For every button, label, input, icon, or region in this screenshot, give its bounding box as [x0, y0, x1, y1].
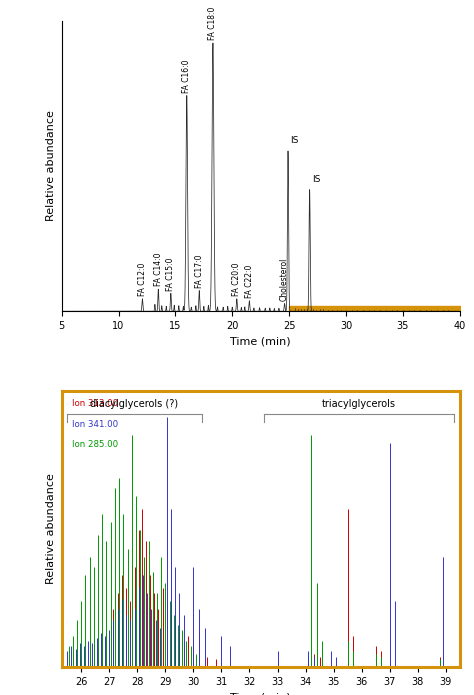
Y-axis label: Relative abundance: Relative abundance: [46, 473, 56, 584]
Text: Ion 341.00: Ion 341.00: [72, 420, 118, 429]
Text: Ion 285.00: Ion 285.00: [72, 441, 118, 450]
Y-axis label: Relative abundance: Relative abundance: [46, 111, 56, 222]
X-axis label: Time (min): Time (min): [230, 336, 291, 347]
Text: FA C15:0: FA C15:0: [166, 257, 175, 291]
Text: IS: IS: [312, 175, 320, 184]
Text: FA C16:0: FA C16:0: [182, 59, 191, 92]
Text: IS: IS: [290, 136, 299, 145]
Text: FA C22:0: FA C22:0: [245, 265, 254, 298]
Text: Ion 313.00: Ion 313.00: [72, 399, 118, 408]
Text: FA C17:0: FA C17:0: [195, 254, 204, 288]
Text: Cholesterol: Cholesterol: [280, 257, 289, 301]
Text: diacylglycerols (?): diacylglycerols (?): [91, 399, 179, 409]
Text: FA C12:0: FA C12:0: [138, 263, 147, 296]
Text: FA C14:0: FA C14:0: [154, 253, 163, 286]
X-axis label: Time (min): Time (min): [230, 692, 291, 695]
Text: FA C18:0: FA C18:0: [209, 7, 218, 40]
Text: triacylglycerols: triacylglycerols: [322, 399, 396, 409]
Text: FA C20:0: FA C20:0: [232, 263, 241, 296]
